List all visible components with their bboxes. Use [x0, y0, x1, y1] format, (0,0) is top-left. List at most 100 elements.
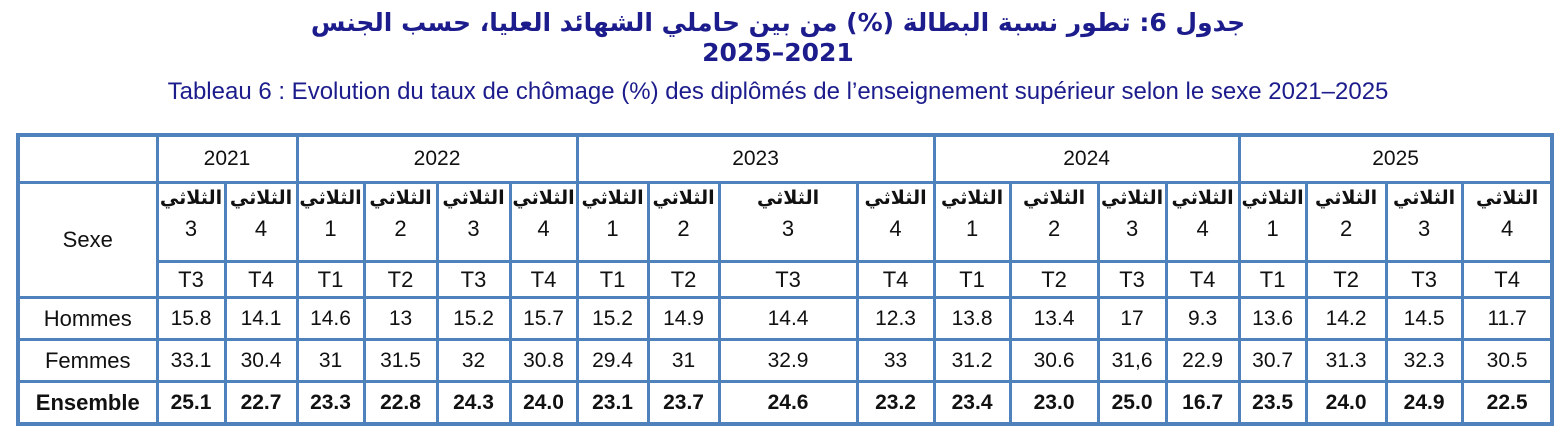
quarter-number: 2 [1339, 215, 1353, 241]
value-cell: 30.5 [1460, 338, 1554, 383]
quarter-word-ar: الثلاثي [1315, 187, 1378, 209]
value-cell: 14.1 [223, 296, 299, 341]
quarter-header: الثلاثي 2 [1008, 181, 1100, 263]
row-label: Ensemble [16, 380, 159, 426]
value-cell: 32 [435, 338, 512, 383]
value-cell: 23.1 [575, 380, 650, 426]
quarter-code: T1 [932, 260, 1012, 299]
quarter-header: الثلاثي 4 [855, 181, 936, 263]
quarter-code: T1 [295, 260, 366, 299]
value-cell: 11.7 [1460, 296, 1554, 341]
value-cell: 24.9 [1384, 380, 1464, 426]
quarter-word-ar: الثلاثي [581, 187, 644, 209]
quarter-header: الثلاثي 3 [435, 181, 512, 263]
value-cell: 31.2 [932, 338, 1012, 383]
value-cell: 13 [362, 296, 439, 341]
quarter-header: الثلاثي 1 [1237, 181, 1308, 263]
quarter-code: T3 [1096, 260, 1168, 299]
table-row: Ensemble 25.1 22.7 23.3 22.8 24.3 24.0 23.1 23.7… [16, 380, 1554, 426]
quarter-word-ar: الثلاثي [864, 187, 927, 209]
quarter-code: T4 [508, 260, 579, 299]
quarter-header: الثلاثي 4 [1164, 181, 1241, 263]
quarter-code: T3 [717, 260, 859, 299]
quarter-number: 3 [1417, 215, 1431, 241]
unemployment-table: 2021 2022 2023 2024 2025 Sexe الثلاثي 3 الثلاثي 4… [16, 133, 1555, 426]
year-header: 2021 [155, 133, 299, 184]
value-cell: 13.8 [932, 296, 1012, 341]
value-cell: 31,6 [1096, 338, 1168, 383]
quarter-code: T2 [362, 260, 439, 299]
value-cell: 29.4 [575, 338, 650, 383]
quarter-number: 1 [965, 215, 979, 241]
year-header: 2024 [932, 133, 1241, 184]
table-row: Femmes 33.1 30.4 31 31.5 32 30.8 29.4 31 32.9 33 31… [16, 338, 1554, 383]
quarter-code: T1 [1237, 260, 1308, 299]
value-cell: 13.6 [1237, 296, 1308, 341]
row-label: Hommes [16, 296, 159, 341]
corner-cell [16, 133, 159, 184]
value-cell: 23.0 [1008, 380, 1100, 426]
value-cell: 30.8 [508, 338, 579, 383]
value-cell: 22.9 [1164, 338, 1241, 383]
quarter-number: 4 [537, 215, 550, 241]
value-cell: 14.9 [646, 296, 721, 341]
quarter-word-ar: الثلاثي [369, 187, 432, 209]
quarter-header: الثلاثي 2 [1304, 181, 1388, 263]
quarter-word-ar: الثلاثي [229, 187, 293, 209]
quarter-number: 4 [889, 215, 902, 241]
quarter-word-ar: الثلاثي [1241, 187, 1304, 209]
quarter-word-ar: الثلاثي [652, 187, 715, 209]
quarter-header-row: Sexe الثلاثي 3 الثلاثي 4 الثلاثي 1 الثلاثي 2 الثل… [16, 181, 1554, 299]
quarter-code: T1 [575, 260, 650, 299]
quarter-code: T2 [1008, 260, 1100, 299]
value-cell: 30.7 [1237, 338, 1308, 383]
value-cell: 22.7 [223, 380, 299, 426]
quarter-header: الثلاثي 4 [1460, 181, 1554, 263]
quarter-number: 3 [1125, 215, 1139, 241]
value-cell: 15.2 [435, 296, 512, 341]
table-row: Hommes 15.8 14.1 14.6 13 15.2 15.7 15.2 14.9 14.4… [16, 296, 1554, 341]
value-cell: 23.4 [932, 380, 1012, 426]
value-cell: 32.9 [717, 338, 859, 383]
quarter-code: T3 [1384, 260, 1464, 299]
quarter-number: 2 [677, 215, 690, 241]
year-header: 2023 [575, 133, 936, 184]
quarter-word-ar: الثلاثي [1171, 187, 1234, 209]
quarter-number: 4 [1196, 215, 1209, 241]
quarter-word-ar: الثلاثي [1393, 187, 1456, 209]
value-cell: 14.2 [1304, 296, 1388, 341]
value-cell: 9.3 [1164, 296, 1241, 341]
quarter-header: الثلاثي 3 [1384, 181, 1464, 263]
quarter-header: الثلاثي 4 [223, 181, 299, 263]
quarter-number: 1 [606, 215, 619, 241]
quarter-header: الثلاثي 2 [362, 181, 439, 263]
quarter-header: الثلاثي 4 [508, 181, 579, 263]
quarter-word-ar: الثلاثي [756, 187, 820, 209]
quarter-code: T4 [1164, 260, 1241, 299]
value-cell: 16.7 [1164, 380, 1241, 426]
value-cell: 14.5 [1384, 296, 1464, 341]
value-cell: 14.6 [295, 296, 366, 341]
value-cell: 23.2 [855, 380, 936, 426]
quarter-number: 1 [324, 215, 337, 241]
value-cell: 30.4 [223, 338, 299, 383]
sexe-header: Sexe [16, 181, 159, 299]
quarter-number: 3 [184, 215, 198, 241]
quarter-header: الثلاثي 2 [646, 181, 721, 263]
quarter-number: 4 [1500, 215, 1514, 241]
value-cell: 15.8 [155, 296, 227, 341]
value-cell: 31.3 [1304, 338, 1388, 383]
value-cell: 23.7 [646, 380, 721, 426]
value-cell: 22.8 [362, 380, 439, 426]
value-cell: 12.3 [855, 296, 936, 341]
quarter-number: 2 [394, 215, 407, 241]
quarter-header: الثلاثي 1 [932, 181, 1012, 263]
quarter-word-ar: الثلاثي [512, 187, 575, 209]
quarter-header: الثلاثي 1 [295, 181, 366, 263]
quarter-code: T4 [223, 260, 299, 299]
value-cell: 32.3 [1384, 338, 1464, 383]
value-cell: 17 [1096, 296, 1168, 341]
quarter-number: 3 [781, 215, 795, 241]
quarter-word-ar: الثلاثي [442, 187, 505, 209]
quarter-number: 2 [1047, 215, 1061, 241]
